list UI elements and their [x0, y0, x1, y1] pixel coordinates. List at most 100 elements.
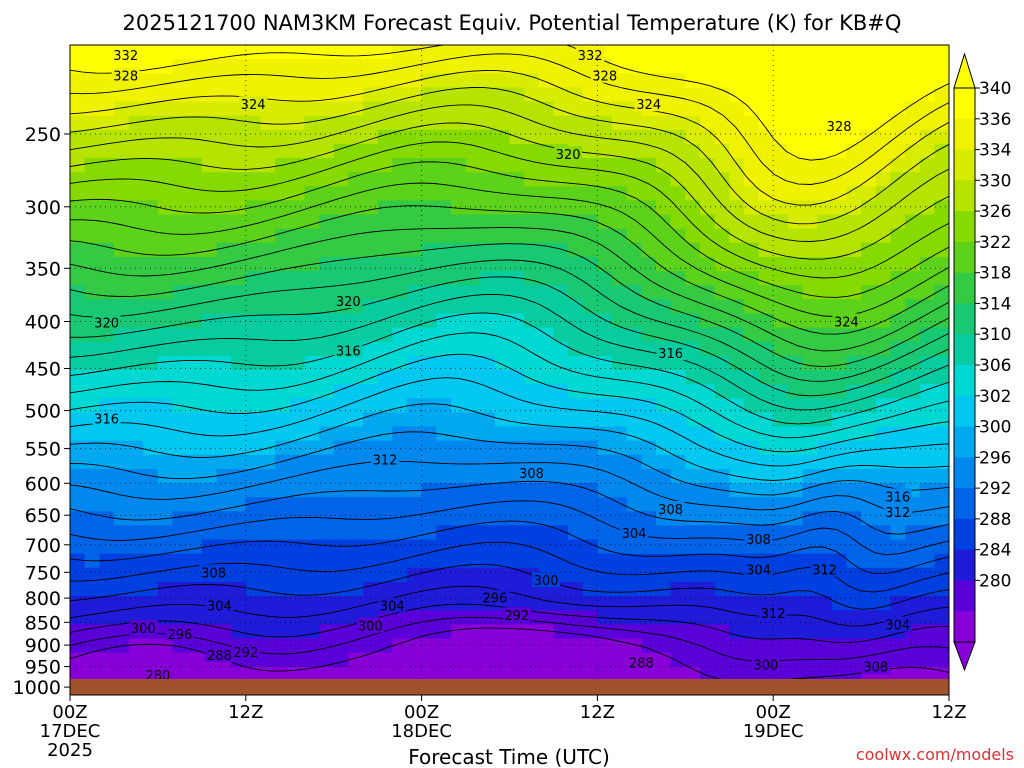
field-cell	[289, 285, 306, 300]
field-cell	[524, 285, 540, 300]
field-cell	[524, 652, 540, 668]
field-cell	[568, 214, 584, 230]
field-cell	[773, 398, 789, 413]
field-cell	[260, 214, 276, 230]
field-cell	[319, 384, 335, 399]
field-cell	[392, 398, 408, 413]
contour-label-bg	[129, 619, 158, 635]
field-cell	[861, 115, 877, 131]
field-cell	[934, 511, 949, 526]
field-cell	[787, 285, 804, 300]
field-cell	[333, 624, 349, 639]
field-cell	[465, 228, 481, 244]
colorbar-swatch	[954, 611, 975, 643]
field-cell	[758, 271, 774, 286]
field-cell	[597, 158, 613, 173]
field-cell	[70, 652, 86, 668]
contour-label: 328	[113, 70, 138, 85]
field-cell	[406, 539, 423, 555]
field-cell	[157, 638, 174, 654]
field-cell	[465, 101, 481, 117]
field-cell	[421, 115, 437, 131]
field-cell	[377, 299, 393, 314]
field-cell	[626, 73, 642, 88]
field-cell	[289, 73, 306, 88]
field-cell	[480, 242, 496, 258]
field-cell	[231, 341, 247, 357]
field-cell	[875, 59, 892, 74]
field-cell	[700, 539, 716, 555]
field-cell	[187, 158, 203, 173]
contour-label-bg	[199, 564, 228, 580]
field-cell	[597, 242, 613, 258]
field-cell	[421, 497, 437, 512]
field-cell	[465, 553, 481, 569]
field-cell	[406, 596, 423, 611]
field-cell	[70, 45, 86, 60]
field-cell	[524, 228, 540, 244]
field-cell	[890, 553, 906, 569]
field-cell	[817, 398, 833, 413]
field-cell	[656, 539, 672, 555]
field-cell	[934, 624, 949, 639]
field-cell	[612, 257, 628, 272]
field-cell	[363, 257, 379, 272]
field-cell	[480, 355, 496, 371]
field-cell	[157, 355, 174, 371]
field-cell	[538, 87, 555, 103]
field-cell	[201, 45, 218, 60]
field-cell	[84, 638, 100, 654]
field-cell	[729, 172, 745, 187]
field-cell	[157, 45, 174, 60]
field-cell	[612, 214, 628, 230]
field-cell	[128, 87, 144, 103]
field-cell	[260, 454, 276, 470]
field-cell	[187, 101, 203, 117]
field-cell	[582, 341, 599, 357]
field-cell	[494, 539, 511, 555]
field-cell	[275, 652, 291, 668]
field-cell	[670, 553, 686, 569]
field-cell	[392, 115, 408, 131]
field-cell	[260, 525, 276, 541]
field-cell	[465, 511, 481, 526]
field-cell	[919, 257, 935, 272]
field-cell	[333, 143, 349, 159]
field-cell	[84, 454, 100, 470]
contour-label: 304	[885, 619, 910, 634]
field-cell	[319, 398, 335, 413]
field-cell	[363, 525, 379, 541]
field-cell	[861, 610, 877, 625]
field-cell	[934, 652, 949, 668]
contour-label: 316	[336, 344, 361, 359]
field-cell	[582, 539, 599, 555]
field-cell	[363, 638, 379, 654]
y-tick-label: 1000	[13, 677, 61, 699]
field-cell	[758, 299, 774, 314]
field-cell	[700, 158, 716, 173]
field-cell	[421, 596, 437, 611]
field-cell	[70, 638, 86, 654]
field-cell	[524, 87, 540, 103]
field-cell	[743, 228, 760, 244]
field-cell	[304, 271, 320, 286]
field-cell	[890, 327, 906, 343]
colorbar-swatch	[954, 149, 975, 181]
field-cell	[597, 666, 613, 682]
field-cell	[773, 412, 789, 428]
field-cell	[700, 59, 716, 74]
field-cell	[524, 426, 540, 442]
field-cell	[128, 158, 144, 173]
field-cell	[392, 384, 408, 399]
field-cell	[172, 652, 188, 668]
field-cell	[172, 468, 188, 484]
field-cell	[172, 143, 188, 159]
field-cell	[245, 610, 262, 625]
field-cell	[172, 454, 188, 470]
contour-label-bg	[744, 531, 773, 547]
field-cell	[934, 525, 949, 541]
field-cell	[363, 200, 379, 216]
field-cell	[406, 652, 423, 668]
field-cell	[685, 497, 701, 512]
field-cell	[304, 242, 320, 258]
